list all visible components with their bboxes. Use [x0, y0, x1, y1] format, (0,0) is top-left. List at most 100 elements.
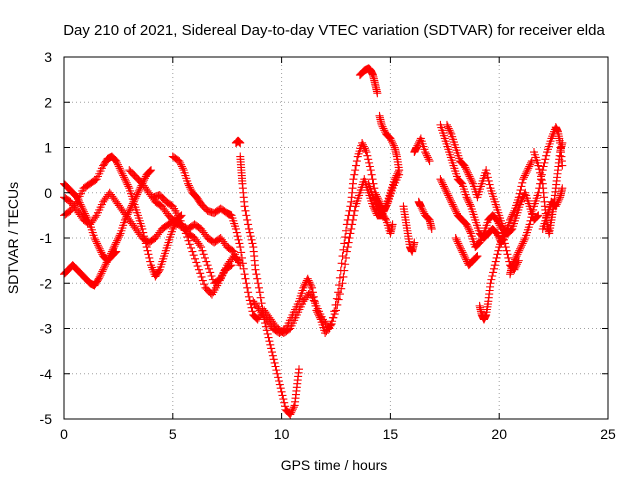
- y-tick-label: 0: [44, 185, 52, 201]
- data-point: [358, 140, 367, 149]
- data-point: [477, 234, 486, 243]
- data-point: [253, 274, 262, 283]
- data-point: [195, 241, 204, 250]
- data-point: [280, 398, 289, 407]
- data-point: [424, 155, 433, 164]
- data-point: [91, 235, 100, 244]
- data-point: [383, 199, 392, 208]
- data-point: [466, 200, 475, 209]
- data-point: [108, 245, 117, 254]
- data-point: [455, 241, 464, 250]
- data-point: [247, 303, 256, 312]
- data-point: [555, 195, 564, 204]
- data-point: [312, 306, 321, 315]
- data-point: [533, 212, 542, 221]
- data-point: [461, 163, 470, 172]
- data-point: [237, 253, 246, 262]
- data-point: [117, 167, 126, 176]
- series-track-t: [451, 234, 482, 270]
- data-point: [500, 239, 509, 248]
- x-tick-label: 10: [274, 426, 290, 442]
- series-track-v: [506, 123, 567, 279]
- data-point: [343, 243, 352, 252]
- data-point: [116, 166, 125, 175]
- data-point: [487, 275, 496, 284]
- data-point: [303, 274, 312, 283]
- data-point: [274, 376, 283, 385]
- y-tick-label: -5: [40, 411, 53, 427]
- data-point: [540, 158, 549, 167]
- data-point: [143, 246, 152, 255]
- data-point: [518, 239, 527, 248]
- data-point: [246, 232, 255, 241]
- data-point: [91, 213, 100, 222]
- data-point: [472, 253, 481, 262]
- data-point: [413, 141, 422, 150]
- data-point: [558, 138, 567, 147]
- data-point: [483, 169, 492, 178]
- data-point: [468, 177, 477, 186]
- data-point: [268, 351, 277, 360]
- data-point: [305, 278, 314, 287]
- data-point: [502, 246, 511, 255]
- data-point: [200, 280, 209, 289]
- data-point: [78, 204, 87, 213]
- data-point: [241, 274, 250, 283]
- chart-title: Day 210 of 2021, Sidereal Day-to-day VTE…: [63, 22, 605, 39]
- data-point: [201, 253, 210, 262]
- data-point: [465, 172, 474, 181]
- data-point: [242, 211, 251, 220]
- data-point: [467, 176, 476, 185]
- data-point: [254, 283, 263, 292]
- data-point: [464, 196, 473, 205]
- data-point: [553, 198, 562, 207]
- data-point: [339, 272, 348, 281]
- data-point: [114, 233, 123, 242]
- data-point: [113, 160, 122, 169]
- data-point: [436, 175, 445, 184]
- data-point: [244, 292, 253, 301]
- data-point: [123, 180, 132, 189]
- data-point: [453, 237, 462, 246]
- data-point: [140, 174, 149, 183]
- data-point: [517, 241, 526, 250]
- data-point: [243, 215, 252, 224]
- data-point: [237, 248, 246, 257]
- data-point: [269, 355, 278, 364]
- data-point: [552, 200, 561, 209]
- data-point: [479, 231, 488, 240]
- data-point: [523, 166, 532, 175]
- data-point: [463, 195, 472, 204]
- data-point: [202, 257, 211, 266]
- data-point: [442, 187, 451, 196]
- data-point: [536, 168, 545, 177]
- data-point: [96, 271, 105, 280]
- data-point: [475, 238, 484, 247]
- data-point: [94, 243, 103, 252]
- data-point: [199, 250, 208, 259]
- data-point: [120, 175, 129, 184]
- data-point: [534, 211, 543, 220]
- data-point: [101, 260, 110, 269]
- data-point: [336, 266, 345, 275]
- data-point: [446, 196, 455, 205]
- data-point: [347, 224, 356, 233]
- data-point: [144, 250, 153, 259]
- data-point: [113, 158, 122, 167]
- data-point: [240, 270, 249, 279]
- data-point: [425, 157, 434, 166]
- data-point: [464, 170, 473, 179]
- data-point: [478, 233, 487, 242]
- data-point: [378, 122, 387, 131]
- data-point: [438, 178, 447, 187]
- data-point: [231, 224, 240, 233]
- data-point: [146, 257, 155, 266]
- data-point: [206, 268, 215, 277]
- data-point: [483, 173, 492, 182]
- data-point: [507, 225, 516, 234]
- data-point: [490, 261, 499, 270]
- data-point: [126, 205, 135, 214]
- data-point: [194, 265, 203, 274]
- data-point: [94, 274, 103, 283]
- data-point: [349, 175, 358, 184]
